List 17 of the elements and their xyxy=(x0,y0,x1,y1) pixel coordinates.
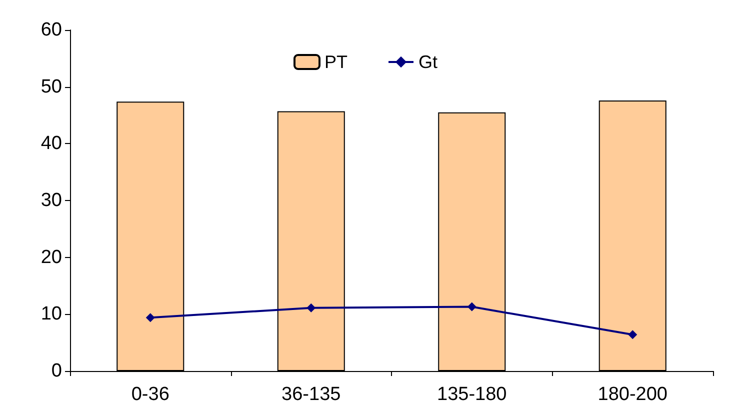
x-tick-label: 135-180 xyxy=(437,384,507,405)
y-tick-label: 20 xyxy=(40,246,62,268)
y-tick-label: 40 xyxy=(40,133,62,154)
y-tick-label: 30 xyxy=(40,190,62,211)
y-tick-label: 0 xyxy=(51,360,62,382)
legend-label: PT xyxy=(324,52,348,72)
x-tick-label: 0-36 xyxy=(131,384,170,405)
y-tick-label: 10 xyxy=(40,304,62,325)
legend-label: Gt xyxy=(418,52,438,72)
point xyxy=(467,302,476,312)
x-tick-label: 180-200 xyxy=(598,384,668,405)
x-tick-label: 36-135 xyxy=(282,384,341,405)
point xyxy=(628,330,638,340)
y-tick-label: 60 xyxy=(40,20,62,40)
point xyxy=(146,313,155,322)
point xyxy=(306,303,316,312)
y-tick-label: 50 xyxy=(40,76,62,98)
